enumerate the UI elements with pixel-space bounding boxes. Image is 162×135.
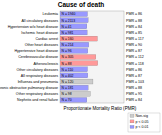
count-label: N = 214	[62, 43, 74, 47]
title: Cause of death	[58, 1, 105, 8]
category-label: Other heart diseases	[25, 43, 59, 47]
category-label: Other respiratory diseases	[16, 92, 58, 96]
legend-box	[128, 113, 160, 132]
count-label: N = 96	[62, 49, 72, 53]
category-label: Chronic obstructive pulmonary disease	[0, 86, 58, 90]
count-label: N = 88	[62, 62, 72, 66]
count-label: N = 41	[62, 25, 72, 29]
count-label: N = 120	[62, 80, 74, 84]
legend-swatch	[130, 114, 134, 117]
bar	[60, 91, 90, 96]
count-label: N = 70	[62, 98, 72, 102]
bar	[60, 48, 88, 53]
plot-frame	[60, 11, 124, 103]
bar	[60, 79, 93, 84]
category-label: Other circulatory diseases	[16, 68, 58, 72]
count-label: N = 110	[62, 68, 74, 72]
category-label: All respiratory diseases	[21, 74, 58, 78]
bar	[60, 30, 87, 35]
category-label: Cardiac arrest	[35, 37, 58, 41]
category-label: All circulatory diseases	[21, 19, 58, 23]
value-label: PMR = 112	[126, 55, 144, 59]
value-label: PMR = 88	[126, 86, 142, 90]
bar	[60, 97, 87, 102]
legend-swatch	[130, 120, 134, 123]
value-label: PMR = 86	[126, 12, 142, 16]
category-label: Nephritis and renal failure	[17, 98, 58, 102]
value-label: PMR = 117	[126, 37, 144, 41]
category-label: Influenza and pneumonia	[18, 80, 58, 84]
value-label: PMR = 88	[126, 19, 142, 23]
category-label: Cerebrovascular disease	[18, 55, 58, 59]
count-label: N = 981	[62, 31, 74, 35]
bar	[60, 24, 87, 29]
count-label: N = 2113	[62, 19, 76, 23]
bar	[60, 55, 96, 60]
category-label: Hypertension w/o heart disease	[8, 25, 58, 29]
count-label: N = 305	[62, 55, 74, 59]
count-label: N = 181	[62, 86, 74, 90]
bar	[60, 42, 89, 47]
bar	[60, 73, 88, 78]
axis-label: Proportionate Mortality Ratio (PMR)	[64, 106, 137, 111]
legend-label: p < 0.05	[136, 120, 149, 124]
bar	[60, 61, 98, 66]
category-label: Hypertensive heart disease	[14, 49, 58, 53]
value-label: PMR = 90	[126, 43, 142, 47]
value-label: PMR = 118	[126, 62, 144, 66]
bar	[60, 85, 88, 90]
value-label: PMR = 85	[126, 31, 142, 35]
bar	[60, 18, 88, 23]
bar	[60, 12, 88, 17]
category-label: Atherosclerosis	[33, 62, 58, 66]
bar	[60, 67, 88, 72]
category-label: Leukemia	[42, 12, 58, 16]
count-label: N = 160	[62, 37, 74, 41]
bars	[60, 12, 98, 103]
value-label: PMR = 84	[126, 25, 142, 29]
category-label: Ischemic heart disease	[21, 31, 58, 35]
value-label: PMR = 95	[126, 92, 142, 96]
legend-label: p < 0.01	[136, 125, 149, 129]
value-label: PMR = 84	[126, 98, 142, 102]
legend-label: Non-sig	[136, 114, 148, 118]
value-label: PMR = 103	[126, 80, 144, 84]
count-label: N = 402	[62, 74, 74, 78]
chart: Cause of deathLeukemia N = 1940 PMR = 86 Al…	[0, 0, 162, 135]
legend-swatch	[130, 125, 134, 128]
count-label: N = 1940	[62, 12, 76, 16]
value-label: PMR = 86	[126, 68, 142, 72]
count-label: N = 98	[62, 92, 72, 96]
value-label: PMR = 87	[126, 74, 142, 78]
bar	[60, 36, 97, 41]
value-label: PMR = 87	[126, 49, 142, 53]
